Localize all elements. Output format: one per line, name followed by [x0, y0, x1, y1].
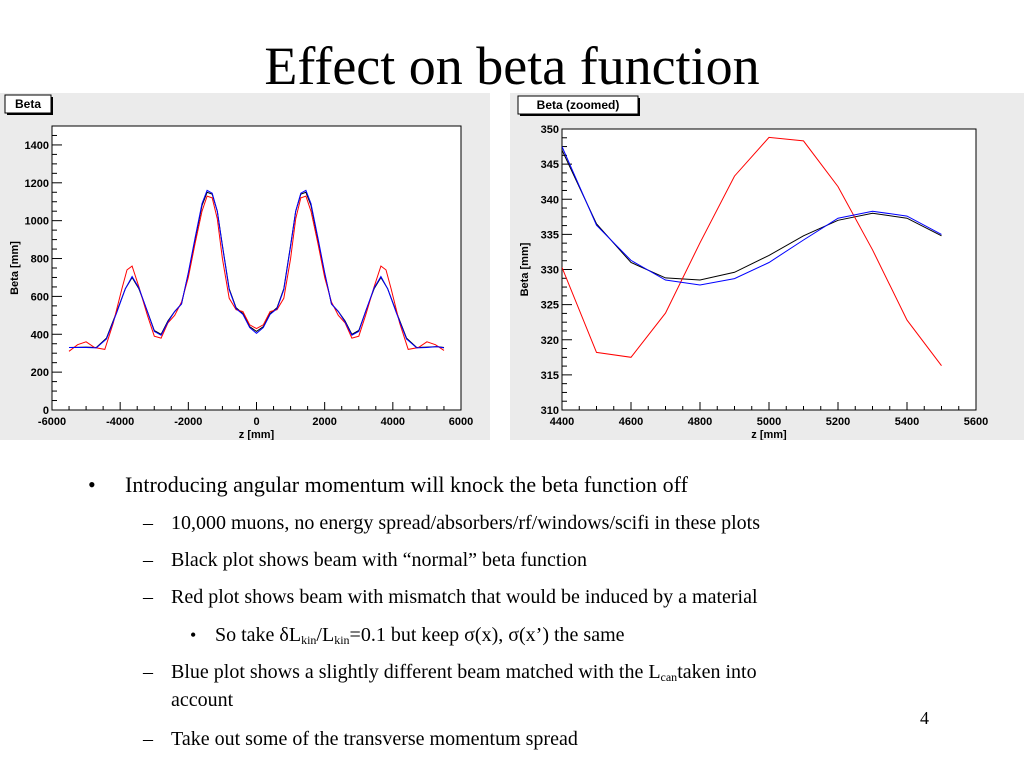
- dash-marker: –: [143, 586, 153, 608]
- x-tick-label: 2000: [312, 416, 336, 428]
- y-tick-label: 350: [541, 124, 559, 136]
- bullet-blue-plot: Blue plot shows a slightly different bea…: [171, 659, 757, 690]
- bullet-blue-plot-suffix: taken into: [677, 661, 757, 683]
- x-tick-label: -6000: [38, 416, 66, 428]
- beta-chart-svg: Beta -6000 -4000 -2000 0 2000 4000 6000 0 200 400 6…: [4, 94, 473, 440]
- x-tick-label: 4400: [550, 416, 574, 428]
- y-tick-label: 345: [541, 159, 559, 171]
- x-tick-label: 4600: [619, 416, 643, 428]
- bullet-delta-l-mid: /L: [316, 624, 335, 646]
- y-tick-label: 200: [31, 367, 49, 379]
- y-tick-label: 310: [541, 405, 559, 417]
- chart-title: Beta: [15, 97, 41, 111]
- y-tick-label: 335: [541, 229, 559, 241]
- bullet-red-plot: Red plot shows beam with mismatch that w…: [171, 586, 758, 608]
- y-tick-label: 600: [31, 291, 49, 303]
- bullet-transverse: Take out some of the transverse momentum…: [171, 728, 578, 750]
- title-box: [517, 95, 639, 115]
- bullet-blue-plot-line2: account: [171, 689, 234, 711]
- x-tick-label: 4800: [688, 416, 712, 428]
- bullet-marker: •: [190, 625, 197, 645]
- black-series-line: [562, 149, 942, 281]
- plot-frame: [561, 128, 977, 411]
- dash-marker: –: [143, 728, 153, 750]
- y-tick-label: 0: [43, 405, 49, 417]
- beta-zoomed-plot: Beta (zoomed) 4400 4600 4800 5000 5200 5400 560…: [510, 93, 1024, 440]
- blue-series-line: [562, 146, 942, 286]
- bullet-delta-l-suffix: =0.1 but keep σ(x), σ(x’) the same: [349, 624, 625, 646]
- sub-kin-2: kin: [334, 633, 350, 647]
- sub-kin-1: kin: [301, 633, 317, 647]
- y-tick-label: 1000: [25, 216, 49, 228]
- y-tick-label: 315: [541, 370, 559, 382]
- x-tick-label: -4000: [106, 416, 134, 428]
- sub-can: can: [660, 670, 678, 684]
- x-axis-label: z [mm]: [751, 429, 787, 440]
- y-axis-label: Beta [mm]: [519, 242, 531, 296]
- bullet-blue-plot-prefix: Blue plot shows a slightly different bea…: [171, 661, 661, 683]
- beta-plot: Beta -6000 -4000 -2000 0 2000 4000 6000 0 200 400 6…: [0, 93, 490, 440]
- y-tick-label: 330: [541, 265, 559, 277]
- red-series-line: [68, 195, 445, 352]
- y-tick-label: 1200: [25, 178, 49, 190]
- blue-series-line: [69, 189, 445, 349]
- y-tick-label: 320: [541, 335, 559, 347]
- dash-marker: –: [143, 512, 153, 534]
- x-tick-label: -2000: [174, 416, 202, 428]
- chart-title: Beta (zoomed): [537, 98, 620, 112]
- bullet-muons: 10,000 muons, no energy spread/absorbers…: [171, 512, 760, 534]
- bullet-delta-l: So take δLkin/Lkin=0.1 but keep σ(x), σ(…: [215, 622, 625, 653]
- bullet-delta-l-prefix: So take δL: [215, 624, 302, 646]
- x-tick-label: 6000: [449, 416, 473, 428]
- x-tick-label: 0: [253, 416, 259, 428]
- y-tick-label: 340: [541, 194, 559, 206]
- bullet-marker: •: [88, 472, 96, 497]
- x-tick-label: 5200: [826, 416, 850, 428]
- plot-frame: [51, 125, 462, 411]
- x-axis-label: z [mm]: [239, 429, 275, 440]
- x-tick-label: 4000: [381, 416, 405, 428]
- bullet-angular-momentum: Introducing angular momentum will knock …: [125, 472, 688, 497]
- title-box: [4, 94, 52, 114]
- beta-zoomed-chart-svg: Beta (zoomed) 4400 4600 4800 5000 5200 5400 560…: [517, 95, 988, 440]
- y-tick-label: 1400: [25, 140, 49, 152]
- y-tick-label: 400: [31, 329, 49, 341]
- bullet-black-plot: Black plot shows beam with “normal” beta…: [171, 549, 588, 571]
- slide-title: Effect on beta function: [264, 36, 760, 96]
- y-tick-label: 800: [31, 254, 49, 266]
- y-axis-label: Beta [mm]: [9, 241, 21, 295]
- y-tick-label: 325: [541, 300, 559, 312]
- dash-marker: –: [143, 661, 153, 683]
- x-tick-label: 5600: [964, 416, 988, 428]
- page-number: 4: [920, 708, 929, 728]
- x-tick-label: 5400: [895, 416, 919, 428]
- x-tick-label: 5000: [757, 416, 781, 428]
- dash-marker: –: [143, 549, 153, 571]
- red-series-line: [562, 136, 942, 367]
